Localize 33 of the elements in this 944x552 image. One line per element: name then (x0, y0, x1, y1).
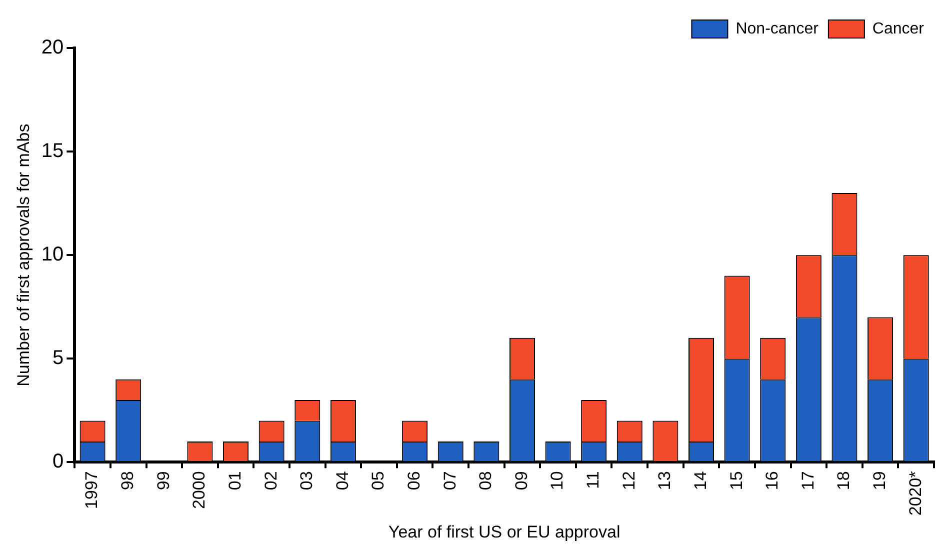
x-tick-label: 14 (690, 471, 710, 490)
x-tick-label: 01 (225, 471, 244, 490)
x-tick-label: 05 (368, 471, 388, 490)
x-tick-label: 2020* (906, 470, 925, 516)
y-tick-label: 20 (41, 36, 64, 59)
x-tick-label: 2000 (190, 471, 209, 509)
x-tick-label: 16 (762, 471, 782, 490)
x-tick-label: 04 (332, 471, 352, 490)
x-tick-label: 11 (584, 471, 603, 489)
x-tick-label: 03 (297, 471, 316, 490)
x-tick-label: 99 (154, 471, 173, 490)
y-axis-title: Number of first approvals for mAbs (14, 124, 33, 386)
x-tick-label: 08 (476, 471, 496, 490)
x-tick-label: 15 (726, 471, 746, 490)
x-axis-title: Year of first US or EU approval (388, 522, 620, 542)
y-tick-label: 0 (52, 450, 64, 473)
y-tick-label: 10 (41, 244, 64, 266)
y-tick-label: 15 (41, 140, 64, 162)
x-tick-label: 10 (548, 471, 567, 490)
x-tick-label: 12 (619, 471, 638, 490)
x-tick-label: 07 (440, 471, 460, 490)
x-tick-label: 1997 (82, 471, 102, 509)
legend-label: Non-cancer (736, 20, 820, 38)
x-tick-label: 17 (798, 471, 818, 490)
legend-label: Cancer (872, 20, 925, 38)
x-tick-label: 19 (870, 471, 889, 490)
x-tick-label: 06 (404, 471, 424, 490)
x-tick-label: 13 (655, 471, 674, 490)
x-tick-label: 98 (118, 471, 138, 490)
y-tick-label: 5 (52, 347, 64, 370)
x-tick-label: 02 (261, 471, 280, 490)
x-tick-label: 09 (512, 471, 531, 490)
x-tick-label: 18 (834, 471, 854, 490)
